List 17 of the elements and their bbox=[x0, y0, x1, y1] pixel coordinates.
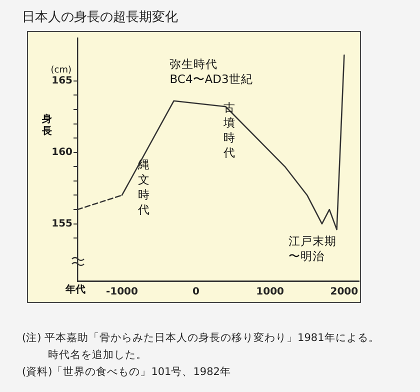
annotation: 江戸末期〜明治 bbox=[288, 234, 336, 264]
annotation: 弥生時代BC4〜AD3世紀 bbox=[170, 56, 253, 86]
y-tick-label: 165 bbox=[52, 75, 73, 86]
text: (cm) bbox=[50, 66, 72, 76]
y-axis-title: 身長 bbox=[41, 113, 52, 138]
x-tick-label: -1000 bbox=[106, 286, 138, 298]
y-tick-label: 155 bbox=[52, 218, 73, 230]
text: (注) 平本嘉助「骨からみた日本人の身長の移り変わり」1981年による。時代名を追加した。 bbox=[22, 331, 380, 363]
x-tick-label: 2000 bbox=[330, 286, 358, 298]
annotation: 縄文時代 bbox=[137, 158, 150, 217]
annotation: 古墳時代 bbox=[222, 100, 236, 160]
x-tick-label: 0 bbox=[192, 286, 200, 298]
text: (資料)「世界の食べもの」101号、1982年 bbox=[22, 365, 232, 380]
chart-title: 日本人の身長の超長期変化 bbox=[22, 9, 178, 26]
x-axis-title: 年代 bbox=[64, 284, 86, 296]
y-tick-label: 160 bbox=[52, 146, 73, 158]
x-tick-label: 1000 bbox=[256, 286, 284, 298]
